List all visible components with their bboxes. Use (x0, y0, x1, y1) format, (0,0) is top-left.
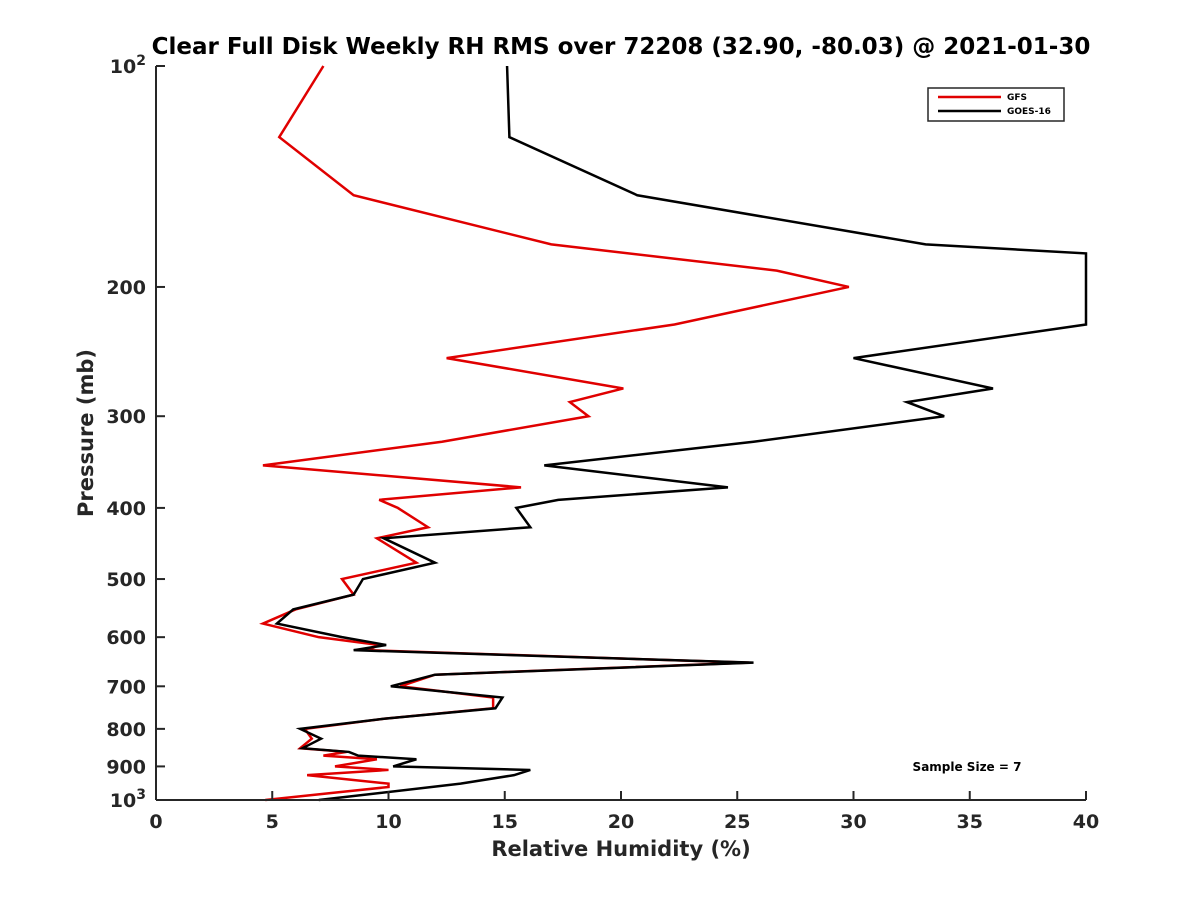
y-tick-label: 103 (110, 787, 146, 812)
legend-box (927, 87, 1065, 122)
x-tick-label: 25 (724, 811, 750, 833)
legend: GFS GOES-16 (927, 87, 1065, 122)
x-axis-title: Relative Humidity (%) (491, 837, 750, 861)
x-tick-label: 30 (840, 811, 866, 833)
legend-label-gfs: GFS (1007, 93, 1027, 103)
chart-title: Clear Full Disk Weekly RH RMS over 72208… (152, 34, 1091, 60)
x-tick-label: 40 (1073, 811, 1099, 833)
x-tick-label: 10 (375, 811, 401, 833)
series-line-goes16 (274, 65, 1088, 802)
y-tick-label: 102 (110, 53, 146, 78)
legend-label-goes16: GOES-16 (1007, 107, 1051, 117)
y-tick-label: 600 (106, 627, 146, 649)
y-tick-label: 200 (106, 277, 146, 299)
plot-background (156, 66, 1086, 800)
series-layer (259, 65, 1088, 802)
sample-size-annotation: Sample Size = 7 (913, 760, 1022, 774)
y-tick-label: 400 (106, 498, 146, 520)
x-tick-label: 20 (608, 811, 634, 833)
x-tick-label: 0 (149, 811, 162, 833)
y-ticks: 102 200 300 400 500 600 700 800 900 103 (106, 53, 165, 812)
x-tick-label: 35 (957, 811, 983, 833)
x-tick-label: 15 (492, 811, 518, 833)
series-line-gfs (259, 65, 850, 802)
y-axis-title: Pressure (mb) (74, 349, 98, 517)
y-tick-label: 500 (106, 569, 146, 591)
x-ticks: 0 5 10 15 20 25 30 35 40 (149, 791, 1099, 833)
y-tick-label: 300 (106, 406, 146, 428)
y-tick-label: 900 (106, 756, 146, 778)
y-tick-label: 800 (106, 719, 146, 741)
x-tick-label: 5 (266, 811, 279, 833)
y-tick-label: 700 (106, 676, 146, 698)
